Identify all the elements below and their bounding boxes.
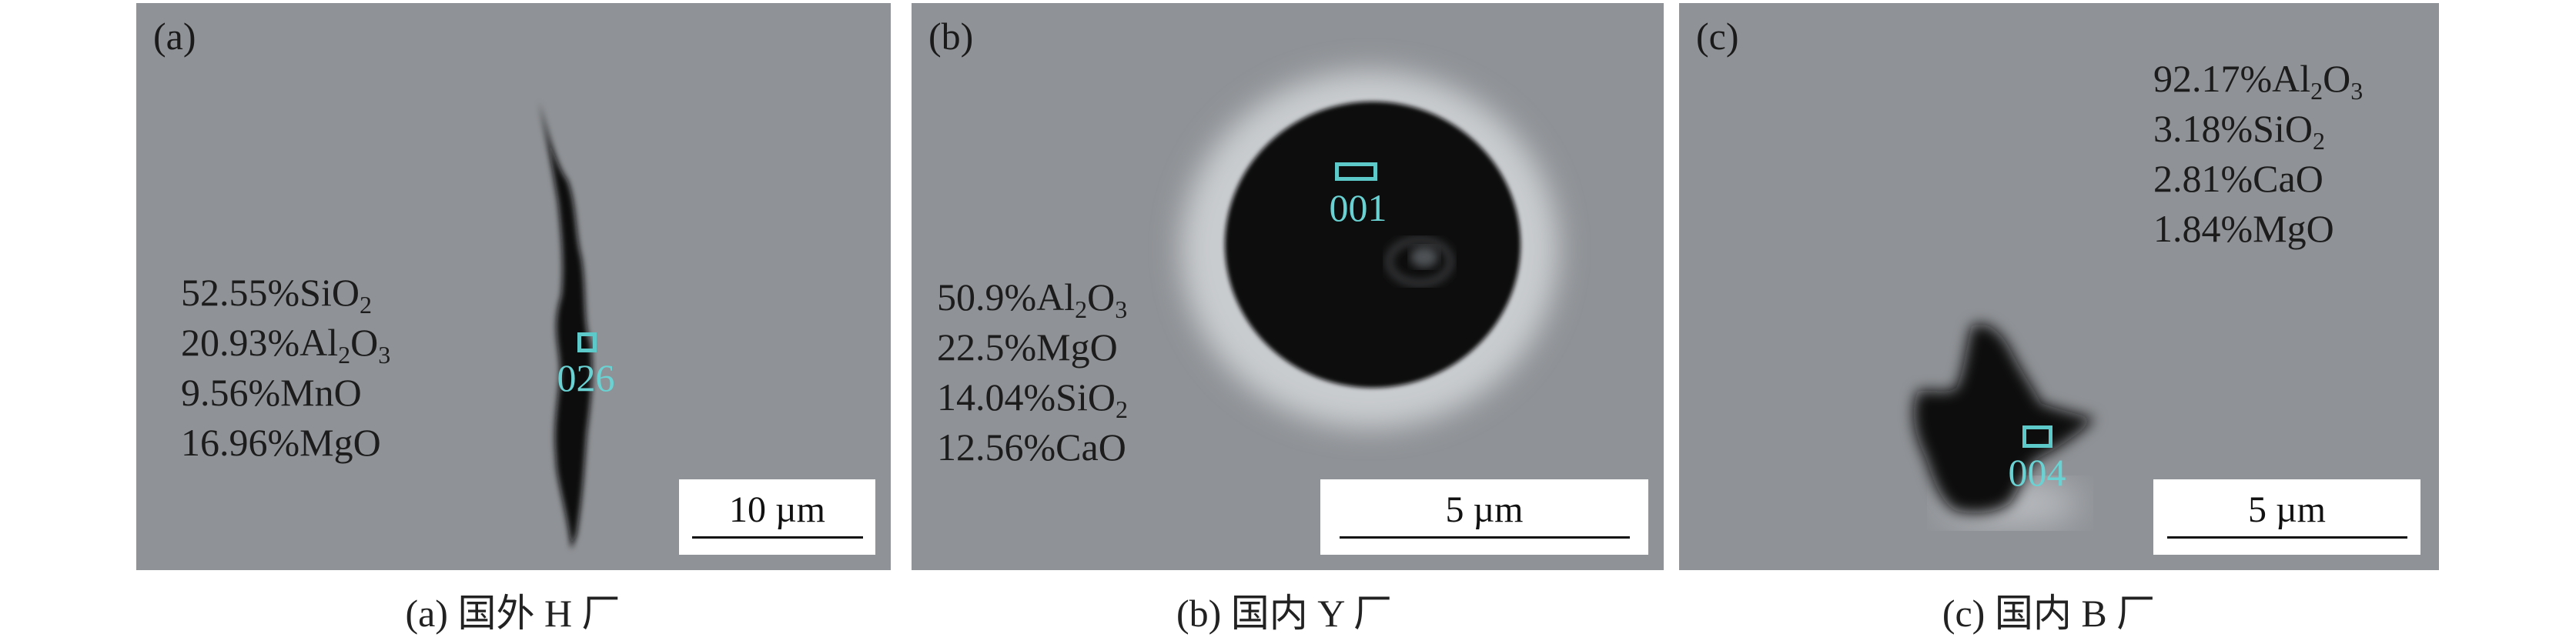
analysis-spot-marker <box>577 332 597 352</box>
composition-item: 14.04%SiO2 <box>937 375 1128 423</box>
composition-item: 52.55%SiO2 <box>181 271 372 319</box>
spot-id: 026 <box>557 356 615 399</box>
composition-item: 16.96%MgO <box>181 421 381 464</box>
spot-id: 001 <box>1329 186 1387 229</box>
composition-item: 9.56%MnO <box>181 371 362 414</box>
scale-bar-line <box>2167 536 2407 539</box>
composition-list: 50.9%Al2O3 22.5%MgO 14.04%SiO2 12.56%CaO <box>937 272 1128 472</box>
composition-item: 50.9%Al2O3 <box>937 275 1128 323</box>
inclusion-irregular <box>1913 324 2095 526</box>
panel-label: (b) <box>928 15 974 58</box>
composition-item: 22.5%MgO <box>937 325 1118 369</box>
sem-image-b: (b) 50.9%Al2O3 22.5%MgO 14.04%SiO2 12.56%Ca… <box>912 3 1664 570</box>
scale-bar-line <box>1340 536 1630 539</box>
caption-a: (a) 国外 H 厂 <box>405 592 621 635</box>
scale-bar-label: 5 µm <box>1445 489 1524 530</box>
scale-bar: 10 µm <box>679 479 875 555</box>
inclusion-spherical <box>1181 71 1558 428</box>
analysis-spot-marker <box>1335 162 1377 181</box>
sem-image-a: (a) 52.55%SiO2 20.93%Al2O3 9.56%MnO 16.96%M… <box>136 3 891 570</box>
composition-item: 92.17%Al2O3 <box>2153 57 2364 105</box>
caption-c: (c) 国内 B 厂 <box>1942 592 2156 635</box>
caption-b: (b) 国内 Y 厂 <box>1176 592 1393 635</box>
scale-bar-line <box>692 536 863 539</box>
sem-image-c: (c) 92.17%Al2O3 3.18%SiO2 2.81%CaO 1.84%MgO… <box>1679 3 2439 570</box>
composition-item: 2.81%CaO <box>2153 157 2323 200</box>
composition-item: 3.18%SiO2 <box>2153 107 2325 155</box>
composition-list: 52.55%SiO2 20.93%Al2O3 9.56%MnO 16.96%MgO <box>181 268 390 468</box>
spot-id: 004 <box>2008 451 2066 494</box>
panel-label: (a) <box>153 15 196 58</box>
composition-item: 12.56%CaO <box>937 425 1126 469</box>
analysis-spot-marker <box>2022 425 2052 448</box>
scale-bar-label: 10 µm <box>729 489 825 530</box>
composition-list: 92.17%Al2O3 3.18%SiO2 2.81%CaO 1.84%MgO <box>2153 54 2363 254</box>
panel-label: (c) <box>1696 15 1739 58</box>
scale-bar-label: 5 µm <box>2248 489 2326 530</box>
scale-bar: 5 µm <box>2153 479 2420 555</box>
composition-item: 20.93%Al2O3 <box>181 321 391 369</box>
scale-bar: 5 µm <box>1320 479 1648 555</box>
inclusion-elongated <box>539 102 593 549</box>
composition-item: 1.84%MgO <box>2153 207 2334 250</box>
